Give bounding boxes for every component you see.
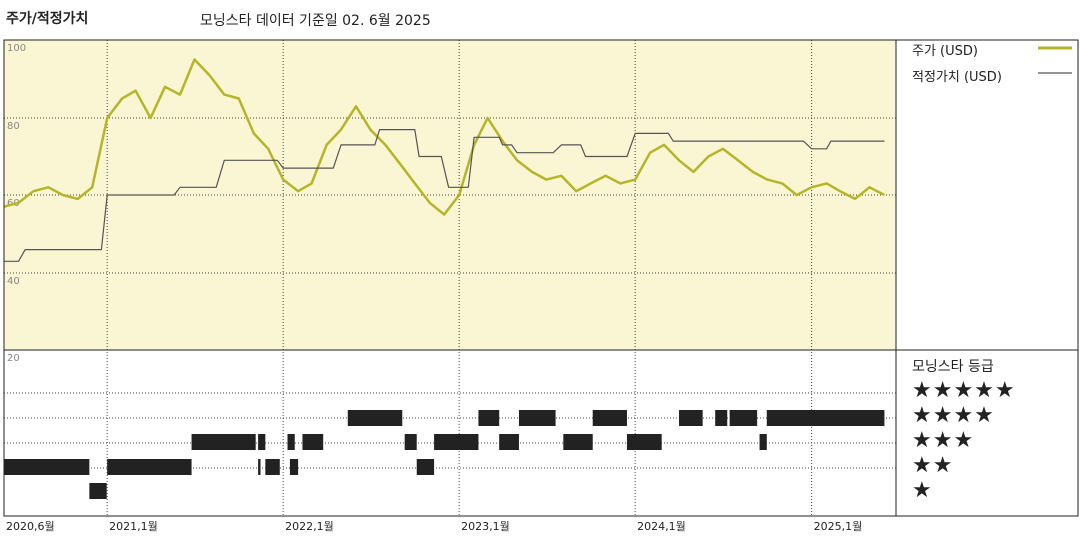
rating-bar-3-stars: [191, 434, 256, 450]
rating-level-2-stars: ★★: [912, 453, 954, 478]
rating-level-3-stars: ★★★: [912, 428, 975, 453]
rating-level-5-stars: ★★★★★: [912, 378, 1016, 403]
rating-bar-2-stars: [258, 459, 261, 475]
data-date-subtitle: 모닝스타 데이터 기준일 02. 6월 2025: [200, 13, 431, 29]
outer-frame: [3, 39, 1079, 517]
y-tick-label: 80: [7, 121, 20, 132]
rating-bar-2-stars: [4, 459, 90, 475]
chart-title: 주가/적정가치: [6, 11, 89, 27]
rating-bar-3-stars: [759, 434, 767, 450]
rating-bar-3-stars: [434, 434, 479, 450]
rating-bar-4-stars: [679, 410, 703, 426]
rating-level-1-star: ★: [912, 478, 933, 503]
price-line: [3, 58, 885, 216]
rating-bar-3-stars: [258, 434, 266, 450]
rating-title: 모닝스타 등급: [912, 359, 994, 375]
rating-bar-4-stars: [766, 410, 885, 426]
rating-bar-3-stars: [499, 434, 519, 450]
x-tick-labels: 2020,6월 2021,1월 2022,1월 2023,1월 2024,1월 2025,…: [6, 520, 862, 533]
y-tick-label: 100: [7, 43, 26, 54]
chart-frame: [3, 39, 1079, 517]
rating-bar-2-stars: [265, 459, 280, 475]
rating-bar-3-stars: [287, 434, 295, 450]
rating-history: [4, 410, 885, 499]
rating-bar-4-stars: [715, 410, 728, 426]
x-tick-label: 2021,1월: [109, 520, 158, 533]
rating-bar-2-stars: [416, 459, 435, 475]
legend-price-label: 주가 (USD): [912, 44, 978, 59]
x-tick-label: 2022,1월: [285, 520, 334, 533]
rating-bar-4-stars: [518, 410, 556, 426]
series-lines: [3, 58, 885, 262]
fair-value-line: [4, 129, 885, 262]
rating-bar-1-stars: [89, 483, 107, 499]
x-tick-label: 2023,1월: [461, 520, 510, 533]
rating-bar-2-stars: [107, 459, 192, 475]
y-tick-label: 20: [7, 353, 20, 364]
rating-level-4-stars: ★★★★: [912, 403, 995, 428]
x-tick-label: 2024,1월: [637, 520, 686, 533]
legend-fair-value-label: 적정가치 (USD): [912, 70, 1002, 85]
rating-bar-4-stars: [478, 410, 500, 426]
rating-bar-4-stars: [592, 410, 627, 426]
rating-bar-3-stars: [626, 434, 662, 450]
x-tick-label: 2025,1월: [814, 520, 863, 533]
legend-swatches: [1038, 46, 1072, 74]
rating-bar-3-stars: [302, 434, 324, 450]
rating-bar-3-stars: [563, 434, 593, 450]
y-tick-label: 40: [7, 276, 20, 287]
rating-bar-3-stars: [404, 434, 417, 450]
x-tick-label: 2020,6월: [6, 520, 55, 533]
rating-bar-4-stars: [729, 410, 758, 426]
rating-bar-2-stars: [289, 459, 299, 475]
rating-bar-4-stars: [347, 410, 403, 426]
